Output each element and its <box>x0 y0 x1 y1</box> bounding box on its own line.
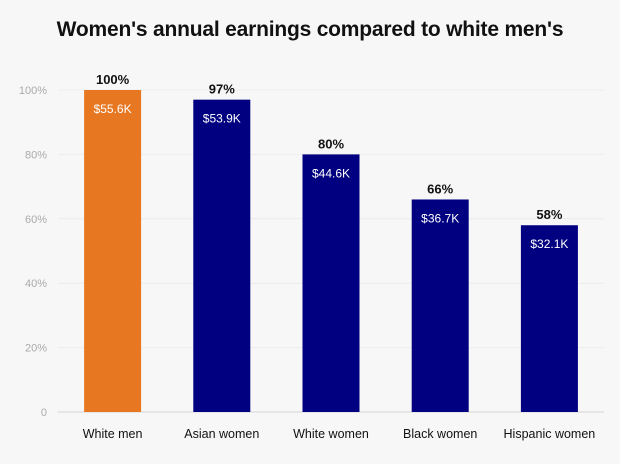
bar <box>520 225 578 412</box>
y-tick-label: 40% <box>25 278 47 290</box>
value-label: 66% <box>427 181 453 196</box>
y-tick-label: 100% <box>19 85 47 97</box>
earnings-label: $36.7K <box>421 211 459 225</box>
earnings-label: $32.1K <box>530 237 568 251</box>
bar <box>84 90 142 412</box>
x-tick-label: Asian women <box>184 427 259 441</box>
y-tick-label: 0 <box>41 407 47 419</box>
x-tick-label: White men <box>83 427 143 441</box>
y-tick-label: 20% <box>25 343 47 355</box>
value-label: 97% <box>209 82 235 97</box>
y-tick-label: 60% <box>25 214 47 226</box>
earnings-label: $44.6K <box>312 166 350 180</box>
y-tick-label: 80% <box>25 149 47 161</box>
x-tick-label: Black women <box>403 427 477 441</box>
chart-title: Women's annual earnings compared to whit… <box>56 18 564 41</box>
value-label: 100% <box>96 72 130 87</box>
bar <box>411 199 469 412</box>
x-tick-label: Hispanic women <box>504 427 596 441</box>
bar <box>302 154 360 412</box>
earnings-label: $53.9K <box>203 112 241 126</box>
x-tick-label: White women <box>293 427 369 441</box>
earnings-label: $55.6K <box>94 102 132 116</box>
bar <box>193 99 251 412</box>
value-label: 58% <box>536 207 562 222</box>
value-label: 80% <box>318 136 344 151</box>
